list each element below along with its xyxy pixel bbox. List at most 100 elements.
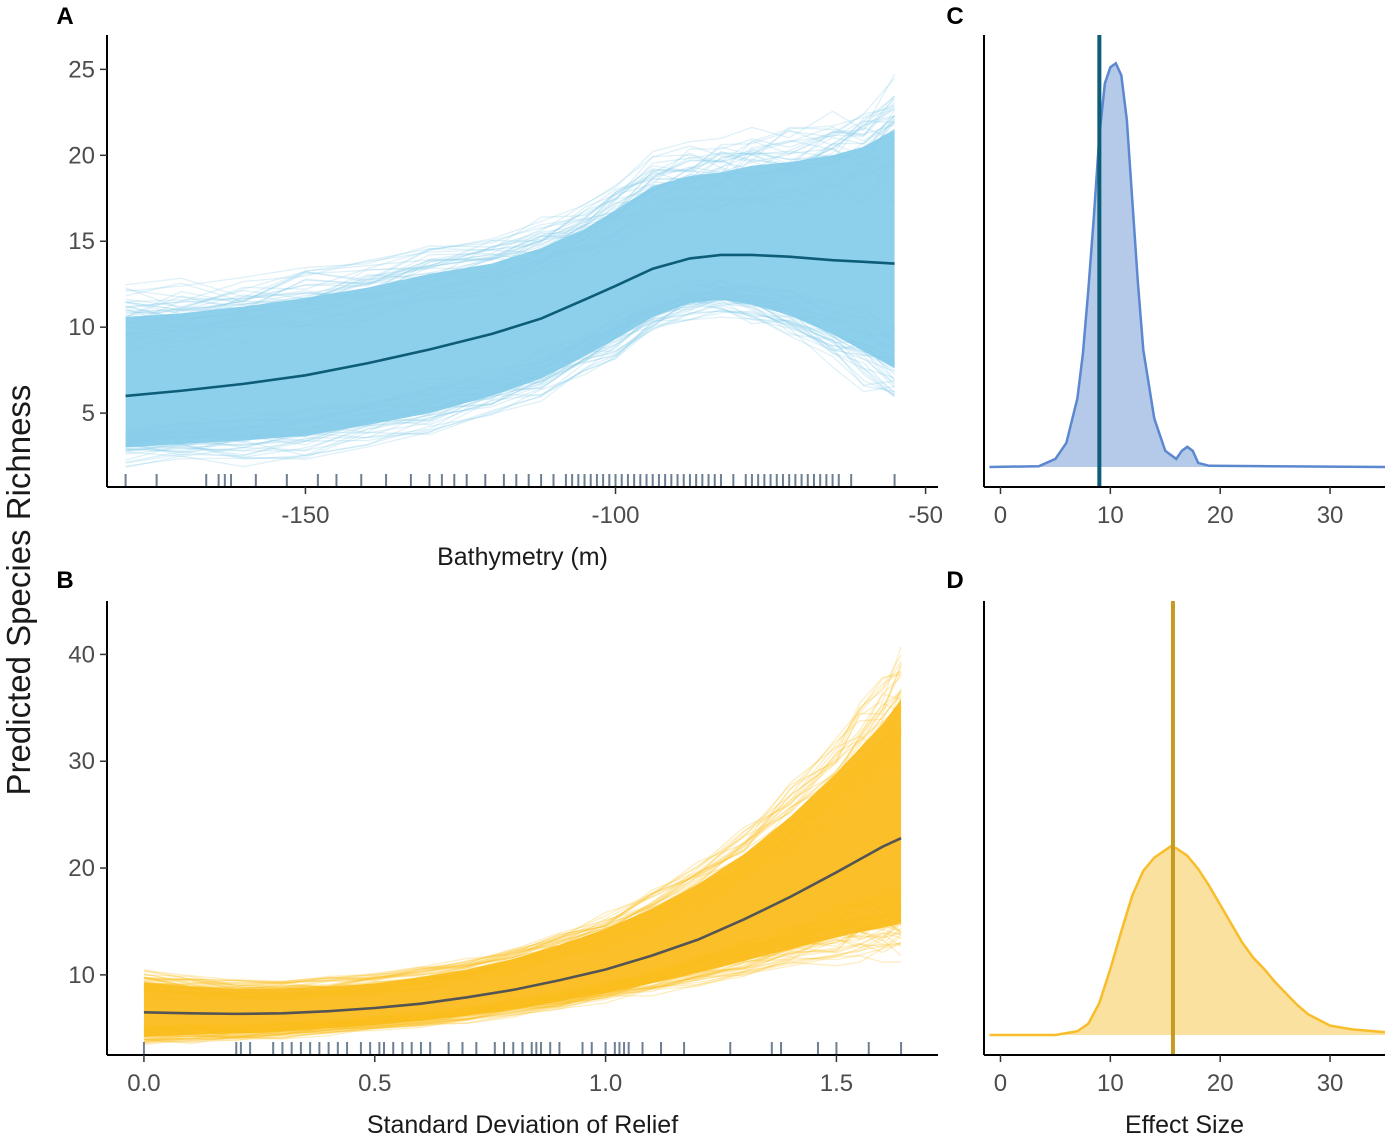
posterior-draw-line [143,942,902,1045]
panel-label: A [56,3,73,30]
posterior-draw-line [143,943,902,1045]
posterior-draw-line [143,909,902,1039]
axes-c: 0 10 20 30 [983,35,1385,529]
posterior-draw-line [143,893,902,1032]
posterior-draw-line [125,116,895,312]
posterior-draw-line [143,911,902,1043]
density-curve [989,61,1386,469]
posterior-draw-line [143,903,902,1035]
rug [124,474,896,486]
posterior-draw-line [125,166,895,351]
posterior-draw-line [143,691,902,988]
y-tick-label: 30 [68,748,95,775]
posterior-draw-line [125,120,895,311]
posterior-draw-line [143,910,902,1033]
posterior-draw-line [143,751,902,1000]
posterior-draw-line [125,298,896,447]
x-tick-label: 10 [1097,1070,1124,1097]
posterior-draw-line [125,138,895,311]
y-tick-label: 15 [68,228,95,255]
density-area [989,846,1385,1035]
posterior-draw-line [143,881,902,1032]
posterior-draw-line [125,295,895,442]
posterior-draw-line [125,300,896,456]
posterior-draw-line [125,119,896,337]
posterior-draw-line [125,279,895,435]
posterior-draw-line [143,904,902,1032]
x-tick-label: 0 [994,1070,1007,1097]
posterior-draw-line [143,694,902,990]
posterior-draw-line [125,285,896,436]
posterior-draw-line [125,293,895,446]
posterior-draw-line [125,128,895,338]
x-tick-label: 0.0 [127,1070,160,1097]
posterior-draw-line [125,108,895,318]
posterior-draw-line [125,121,895,317]
posterior-draw-line [125,284,895,445]
posterior-draw-line [143,746,902,1000]
posterior-draw-line [125,114,896,320]
posterior-draw-line [125,294,895,446]
posterior-draw-line [143,931,902,1037]
x-tick-label: 30 [1317,1070,1344,1097]
posterior-draw-line [143,933,902,1037]
posterior-draw-line [125,139,896,328]
posterior-draw-line [125,286,895,441]
posterior-draw-line [125,95,896,318]
posterior-draw-line [143,955,902,1042]
posterior-draw-line [125,316,895,468]
posterior-draw-line [143,888,902,1031]
posterior-draw-line [143,721,902,995]
axes-d: 0 10 20 30 Effect Size [983,601,1385,1134]
posterior-draw-line [125,153,896,340]
posterior-draw-line [125,301,895,460]
y-tick-label: 10 [68,962,95,989]
posterior-draw-line [143,919,902,1038]
posterior-draw-line [143,924,902,1037]
posterior-draw-line [143,901,902,1031]
posterior-draw-line [125,108,895,308]
posterior-draw-line [125,182,895,362]
posterior-draw-line [143,707,902,994]
posterior-draw-line [143,893,902,1034]
posterior-draw-line [143,927,902,1044]
posterior-draw-line [143,934,902,1043]
posterior-draw-line [125,304,895,455]
posterior-draw-line [143,710,902,999]
x-tick-label: -100 [591,502,639,529]
posterior-draw-line [125,163,896,336]
posterior-draw-line [143,732,902,996]
posterior-draw-line [143,727,902,999]
posterior-draw-line [125,299,895,459]
posterior-draw-line [143,892,902,1031]
posterior-draw-line [143,688,902,990]
x-axis-title: Effect Size [1125,1111,1244,1134]
posterior-draw-line [143,673,902,985]
posterior-draw-line [125,289,895,442]
posterior-draw-line [143,910,902,1038]
posterior-draw-line [143,932,902,1042]
posterior-draw-line [143,755,902,998]
posterior-draw-line [125,288,895,438]
y-tick-label: 5 [82,400,95,427]
y-tick-label: 20 [68,855,95,882]
posterior-draw-line [143,928,902,1043]
x-tick-label: 10 [1097,502,1124,529]
posterior-draw-line [143,920,902,1040]
posterior-draw-line [125,302,895,461]
posterior-draw-line [125,101,896,315]
panel-c-bathymetry-effect-density: 0 10 20 30 C [946,3,1386,529]
posterior-draw-line [125,114,896,321]
posterior-draw-line [143,689,902,988]
posterior-draw-line [143,881,902,1027]
posterior-draw-line [143,749,902,1002]
posterior-draw-line [143,735,902,1002]
posterior-draw-line [125,162,896,334]
x-tick-label: 0.5 [358,1070,391,1097]
posterior-draw-line [143,909,902,1032]
posterior-draw-line [125,308,895,463]
posterior-draw-line [125,156,895,343]
posterior-draw-line [143,724,902,999]
posterior-draw-line [125,285,896,442]
posterior-draw-line [143,932,902,1045]
